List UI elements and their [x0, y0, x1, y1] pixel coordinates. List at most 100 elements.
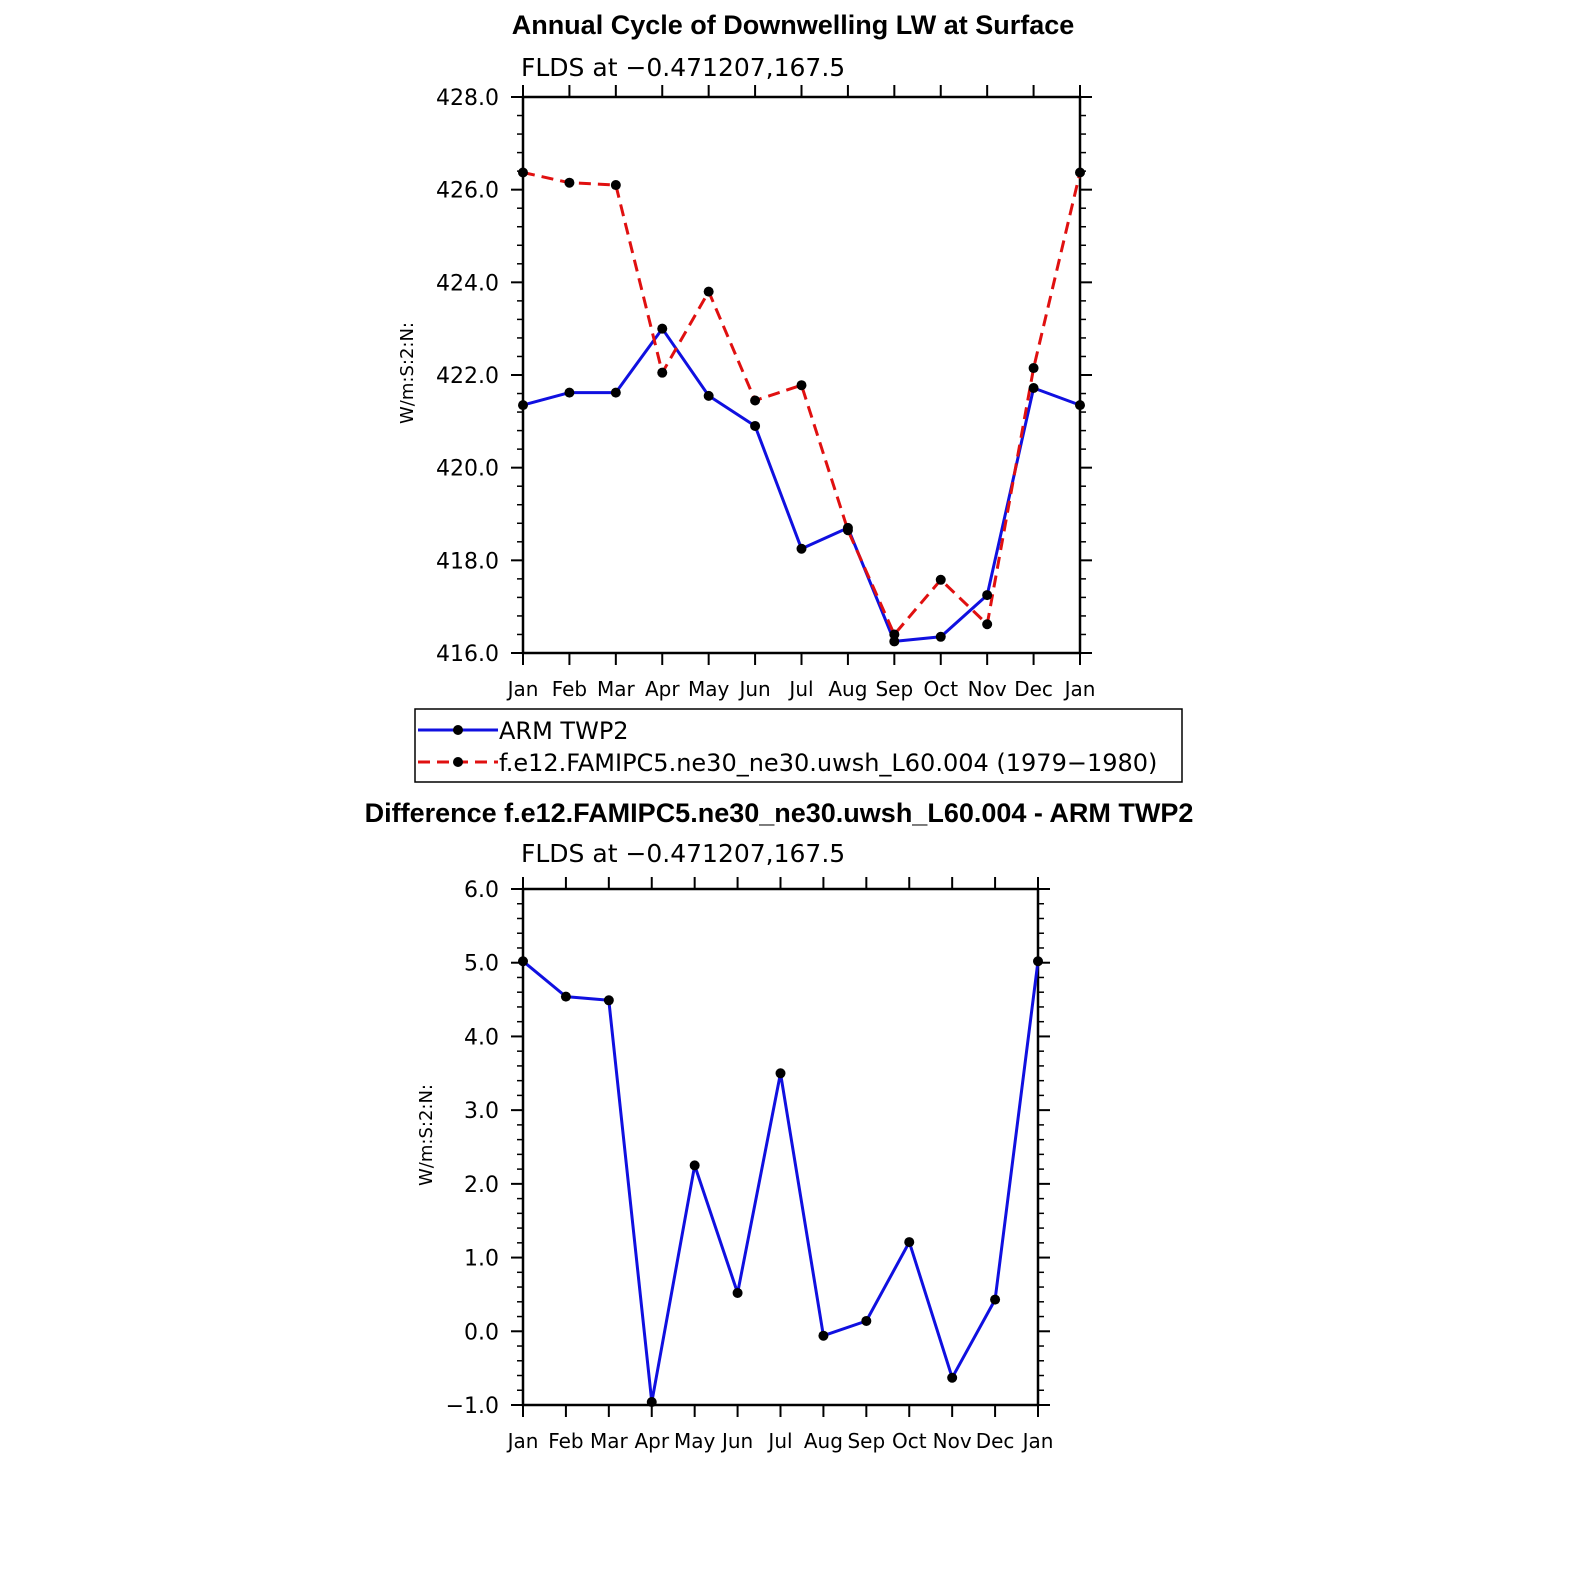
data-point-0: [775, 1068, 786, 1079]
x-tick-label: May: [674, 1429, 716, 1453]
y-tick-label: 1.0: [464, 1247, 499, 1272]
data-point-0: [657, 323, 668, 334]
data-point-0: [703, 390, 714, 401]
x-tick-label: Jan: [506, 1429, 539, 1453]
data-point-0: [689, 1160, 700, 1171]
series-line-1: [522, 171, 1082, 636]
data-point-1: [518, 167, 528, 178]
legend-entry-model: f.e12.FAMIPC5.ne30_ne30.uwsh_L60.004 (19…: [418, 749, 1157, 777]
chart-subtitle: FLDS at −0.471207,167.5: [521, 839, 845, 868]
series-line-0: [522, 960, 1040, 1404]
data-point-0: [560, 991, 571, 1002]
x-tick-label: Sep: [875, 677, 913, 701]
data-point-0: [889, 636, 900, 647]
y-tick-label: 426.0: [436, 179, 499, 204]
difference-chart: Difference f.e12.FAMIPC5.ne30_ne30.uwsh_…: [365, 798, 1194, 1453]
data-point-0: [1033, 956, 1043, 967]
series-line-0: [522, 327, 1081, 643]
x-tick-label: Jun: [737, 677, 770, 701]
y-axis-label: W/m:S:2:N:: [397, 322, 418, 424]
y-tick-label: −1.0: [446, 1394, 499, 1419]
chart-subtitle: FLDS at −0.471207,167.5: [521, 53, 845, 82]
data-point-0: [947, 1372, 958, 1383]
data-point-0: [796, 543, 807, 554]
data-point-1: [750, 395, 761, 406]
data-point-1: [1075, 167, 1085, 178]
legend-label-model: f.e12.FAMIPC5.ne30_ne30.uwsh_L60.004 (19…: [499, 749, 1157, 777]
data-point-1: [935, 574, 946, 585]
x-tick-label: Nov: [933, 1429, 972, 1453]
plot-frame: −1.0 0.0 1.0 2.0 3.0 4.0 5.0 6.0 Jan Feb Mar Apr May…: [446, 877, 1054, 1453]
data-point-0: [935, 631, 946, 642]
data-point-1: [703, 286, 714, 297]
data-point-0: [982, 590, 993, 601]
y-tick-label: 420.0: [436, 457, 499, 482]
data-point-0: [603, 995, 614, 1006]
x-tick-label: Feb: [552, 677, 587, 701]
x-tick-label: Jun: [720, 1429, 753, 1453]
y-tick-label: 416.0: [436, 642, 499, 667]
data-point-0: [818, 1330, 829, 1341]
y-tick-label: 0.0: [464, 1320, 499, 1345]
y-tick-label: 4.0: [464, 1025, 499, 1050]
plot-area-border: [521, 95, 1082, 655]
x-tick-label: Jan: [1021, 1429, 1054, 1453]
x-tick-label: Apr: [645, 677, 680, 701]
x-tick-label: Jul: [766, 1429, 792, 1453]
data-point-0: [646, 1397, 657, 1408]
plot-area-border: [521, 887, 1040, 1407]
y-tick-label: 424.0: [436, 271, 499, 296]
data-point-1: [657, 367, 668, 378]
legend-entry-arm-twp2: ARM TWP2: [418, 717, 629, 745]
legend-box: [414, 708, 1183, 783]
data-point-0: [610, 387, 621, 398]
x-tick-label: Sep: [847, 1429, 885, 1453]
data-point-0: [1028, 382, 1039, 393]
data-point-1: [610, 180, 621, 191]
annual-cycle-chart: Annual Cycle of Downwelling LW at Surfac…: [397, 10, 1095, 701]
x-tick-label: Mar: [597, 677, 636, 701]
x-tick-label: Nov: [968, 677, 1007, 701]
legend-label-arm-twp2: ARM TWP2: [499, 717, 629, 745]
chart-title: Difference f.e12.FAMIPC5.ne30_ne30.uwsh_…: [365, 798, 1194, 828]
data-point-0: [990, 1294, 1001, 1305]
x-tick-label: Aug: [828, 677, 867, 701]
x-tick-label: Apr: [634, 1429, 669, 1453]
x-tick-label: Dec: [1014, 677, 1053, 701]
legend-marker-model: [453, 757, 463, 767]
plot-frame: 416.0 418.0 420.0 422.0 424.0 426.0 428.0 Jan Fe…: [436, 85, 1095, 701]
data-point-0: [1075, 400, 1085, 411]
x-tick-label: Jul: [787, 677, 813, 701]
x-tick-label: Dec: [976, 1429, 1015, 1453]
data-point-1: [889, 629, 900, 640]
data-point-0: [518, 956, 528, 967]
y-tick-label: 5.0: [464, 952, 499, 977]
series-layer: [518, 956, 1043, 1408]
series-layer: [518, 167, 1085, 647]
y-tick-label: 418.0: [436, 549, 499, 574]
data-point-0: [732, 1287, 743, 1298]
x-tick-label: Mar: [590, 1429, 629, 1453]
y-tick-label: 422.0: [436, 364, 499, 389]
y-axis-label: W/m:S:2:N:: [416, 1084, 437, 1186]
data-point-1: [796, 380, 807, 391]
x-tick-label: Aug: [804, 1429, 843, 1453]
data-point-0: [518, 400, 528, 411]
y-tick-label: 3.0: [464, 1099, 499, 1124]
y-tick-label: 2.0: [464, 1173, 499, 1198]
data-point-1: [1028, 363, 1039, 374]
data-point-1: [982, 619, 993, 630]
data-point-0: [750, 420, 761, 431]
y-tick-label: 428.0: [436, 86, 499, 111]
data-point-0: [564, 387, 575, 398]
y-tick-label: 6.0: [464, 878, 499, 903]
data-point-1: [842, 525, 853, 536]
data-point-0: [904, 1237, 915, 1248]
x-tick-label: Oct: [892, 1429, 927, 1453]
x-tick-label: Jan: [506, 677, 539, 701]
legend: ARM TWP2 f.e12.FAMIPC5.ne30_ne30.uwsh_L6…: [414, 708, 1183, 783]
x-tick-label: Feb: [548, 1429, 583, 1453]
data-point-0: [861, 1315, 872, 1326]
x-tick-label: Jan: [1063, 677, 1096, 701]
